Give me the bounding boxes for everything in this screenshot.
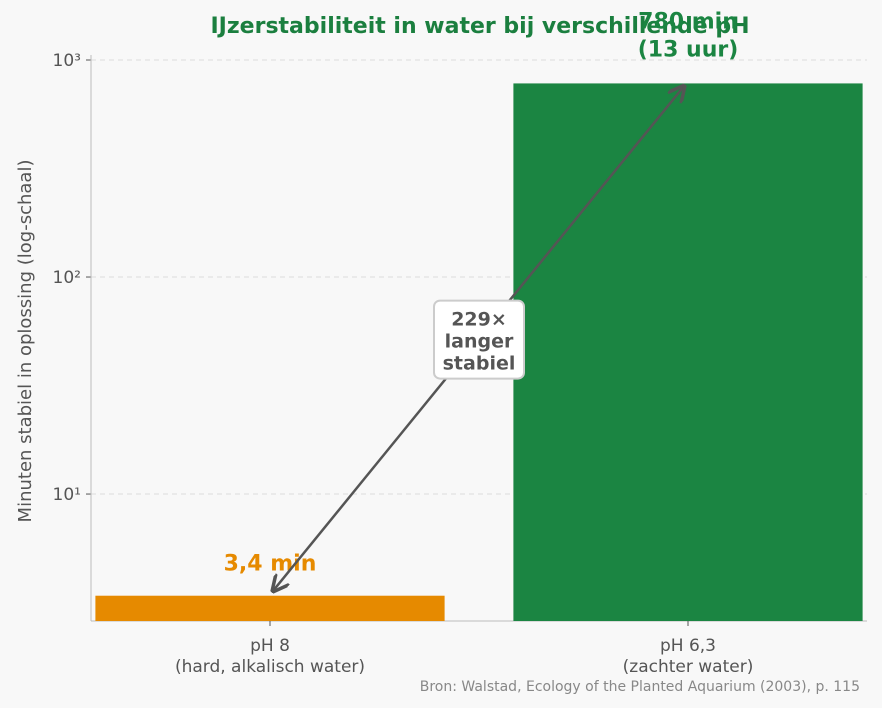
y-axis-label: Minuten stabiel in oplossing (log-schaal… xyxy=(15,160,36,523)
y-tick-label: 10³ xyxy=(53,51,81,71)
bar xyxy=(513,83,863,621)
annotation-box xyxy=(433,299,525,380)
annotation: 229× langer stabiel xyxy=(443,309,516,375)
bar xyxy=(95,595,445,621)
y-tick-label: 10² xyxy=(53,268,81,288)
x-tick-label: pH 6,3 (zachter water) xyxy=(623,636,754,677)
y-tick-label: 10¹ xyxy=(53,485,81,505)
source: Bron: Walstad, Ecology of the Planted Aq… xyxy=(420,679,860,695)
value-label: 780 min (13 uur) xyxy=(638,9,739,62)
chart-title: IJzerstabiliteit in water bij verschille… xyxy=(211,14,750,39)
x-tick-label: pH 8 (hard, alkalisch water) xyxy=(175,636,365,677)
